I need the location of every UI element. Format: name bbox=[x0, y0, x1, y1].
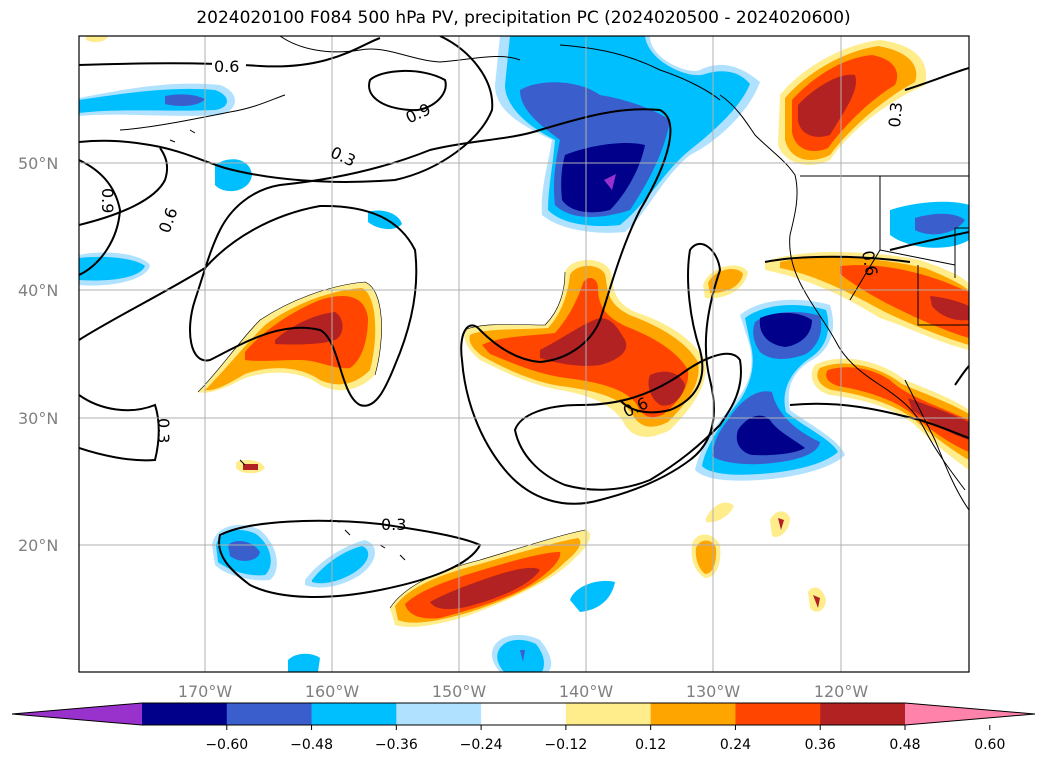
lon-label: 150°W bbox=[432, 682, 487, 701]
state-borders bbox=[849, 176, 969, 326]
coastlines bbox=[119, 36, 969, 561]
colorbar-segment bbox=[142, 703, 228, 725]
fill-neg-ne2-b bbox=[915, 213, 965, 235]
fill-pos-s5b bbox=[813, 595, 820, 608]
contour-se2 bbox=[954, 365, 969, 386]
lat-label: 50°N bbox=[18, 154, 58, 173]
colorbar-segment bbox=[565, 703, 652, 725]
fill-neg-e-4 bbox=[759, 312, 812, 347]
fill-pos-s3b bbox=[778, 518, 784, 530]
colorbar-tick-label: 0.12 bbox=[635, 737, 666, 753]
contour-06-east bbox=[764, 255, 911, 263]
colorbar-segment bbox=[311, 703, 397, 725]
contour-03-north bbox=[79, 36, 494, 183]
fill-pos-s4b bbox=[695, 540, 717, 574]
lat-label: 30°N bbox=[18, 409, 58, 428]
colorbar-tick-label: −0.48 bbox=[290, 737, 333, 753]
colorbar-tick-label: −0.36 bbox=[375, 737, 418, 753]
fill-pos-e-3 bbox=[840, 265, 969, 338]
map-frame bbox=[78, 35, 970, 673]
figure-title: 2024020100 F084 500 hPa PV, precipitatio… bbox=[196, 8, 851, 28]
colorbar-tick-label: −0.12 bbox=[544, 737, 587, 753]
contour-06-center bbox=[513, 352, 742, 491]
colorbar-segment bbox=[735, 703, 821, 725]
plot-area: 0.6 0.9 0.3 0.6 0.9 0.3 0.6 0.3 0.3 0.6 bbox=[79, 36, 969, 672]
colorbar-segment bbox=[820, 703, 906, 725]
colorbar-tick-label: 0.36 bbox=[805, 737, 836, 753]
contour-03-west-low bbox=[79, 394, 160, 462]
lon-label: 120°W bbox=[814, 682, 869, 701]
lat-label: 40°N bbox=[18, 281, 58, 300]
outline-pos-sc bbox=[389, 529, 586, 609]
colorbar-tick-label: 0.24 bbox=[720, 737, 751, 753]
lat-label: 20°N bbox=[18, 536, 58, 555]
colorbar: −0.60 −0.48 −0.36 −0.24 −0.12 0.12 0.24 0.36 0.4… bbox=[11, 702, 1036, 753]
fill-neg-north-4 bbox=[561, 143, 645, 213]
contour-label: 0.3 bbox=[154, 418, 173, 443]
contour-09-north bbox=[368, 70, 447, 112]
lon-label: 140°W bbox=[559, 682, 614, 701]
fill-neg-small bbox=[215, 159, 252, 192]
mexico-coast bbox=[904, 379, 969, 511]
contour-label: 0.6 bbox=[214, 57, 239, 76]
colorbar-tick-label: 0.60 bbox=[974, 737, 1005, 753]
colorbar-tick-label: −0.60 bbox=[205, 737, 248, 753]
fill-neg-sw2-2 bbox=[312, 546, 369, 584]
colorbar-tick-label: 0.48 bbox=[889, 737, 920, 753]
fill-pos-se-4 bbox=[908, 398, 969, 440]
fill-neg-sw-3 bbox=[228, 540, 260, 561]
colorbar-outline bbox=[11, 702, 1036, 726]
fill-neg-nw-3 bbox=[165, 94, 205, 107]
contour-03-mid bbox=[79, 108, 722, 505]
colorbar-segment bbox=[226, 703, 313, 725]
lat-axis: 50°N 40°N 30°N 20°N bbox=[18, 154, 58, 555]
fill-neg-s3 bbox=[288, 653, 320, 672]
fill-pos-small-e-2 bbox=[708, 268, 743, 293]
colorbar-tick-label: −0.24 bbox=[460, 737, 503, 753]
contour-label: 0.9 bbox=[403, 99, 434, 127]
lon-label: 130°W bbox=[686, 682, 741, 701]
contour-09-east bbox=[889, 231, 969, 251]
outline-pos-w bbox=[197, 281, 382, 393]
lon-axis: 170°W 160°W 150°W 140°W 130°W 120°W bbox=[178, 682, 869, 701]
contour-06-north bbox=[79, 37, 381, 68]
fill-pos-c-5 bbox=[648, 371, 685, 406]
fill-pos-s2 bbox=[706, 502, 734, 523]
contour-label: 0.3 bbox=[381, 515, 406, 534]
contour-06-west bbox=[79, 159, 122, 276]
colorbar-segment bbox=[650, 703, 736, 725]
alaska-coast bbox=[119, 36, 966, 491]
contour-label: 0.6 bbox=[858, 249, 881, 277]
fill-pos-se-3 bbox=[826, 367, 969, 452]
contour-06-ne bbox=[904, 67, 969, 91]
fill-pos-top bbox=[86, 36, 108, 43]
colorbar-segment bbox=[396, 703, 482, 725]
colorbar-segment bbox=[481, 703, 567, 725]
fill-pos-e-4 bbox=[930, 296, 969, 321]
contour-label: 0.3 bbox=[885, 101, 906, 128]
fill-pos-c-4 bbox=[540, 318, 627, 366]
pv-contours bbox=[79, 36, 969, 598]
precip-fills bbox=[79, 36, 969, 672]
colorbar-extend-high bbox=[905, 703, 1035, 725]
colorbar-extend-low bbox=[12, 703, 142, 725]
fill-neg-e-4b bbox=[736, 415, 805, 456]
contour-label: 0.6 bbox=[155, 205, 182, 235]
fill-neg-north-5 bbox=[604, 174, 616, 190]
fill-pos-s1-2 bbox=[243, 464, 258, 470]
lon-label: 160°W bbox=[305, 682, 360, 701]
lon-label: 170°W bbox=[178, 682, 233, 701]
fill-neg-s2c bbox=[520, 650, 525, 662]
contour-06-west-2 bbox=[79, 147, 169, 226]
gridlines bbox=[79, 36, 969, 672]
contour-label: 0.9 bbox=[98, 188, 117, 213]
fill-pos-sc-4 bbox=[430, 567, 540, 610]
contour-03-south bbox=[218, 519, 482, 598]
fill-neg-s bbox=[570, 580, 615, 612]
fill-neg-s2b bbox=[497, 639, 544, 672]
